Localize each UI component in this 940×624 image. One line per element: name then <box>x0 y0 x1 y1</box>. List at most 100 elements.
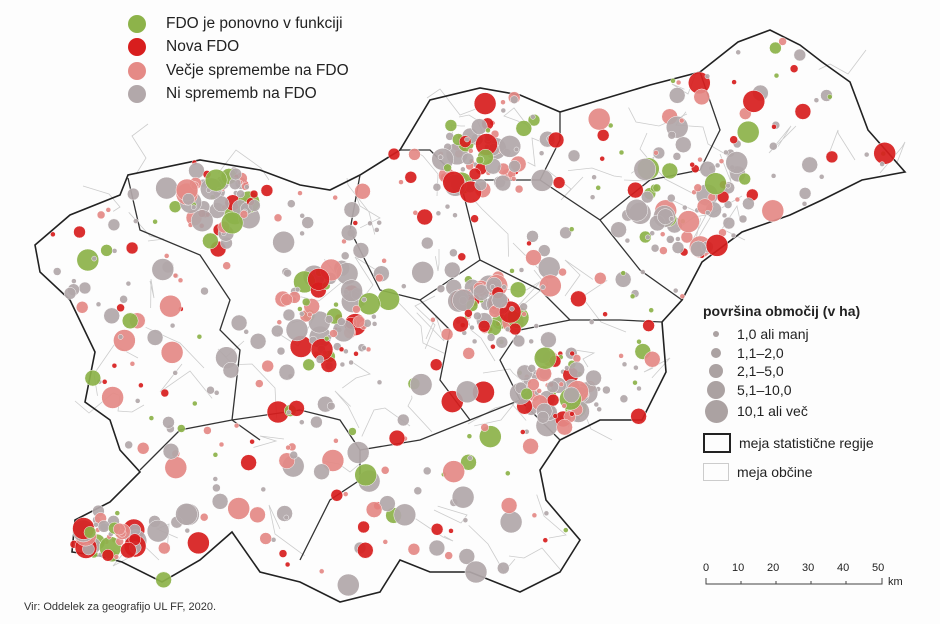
fdo-point-no-changes <box>190 209 214 232</box>
fdo-point-no-changes <box>675 236 681 242</box>
fdo-point-no-changes <box>376 219 382 226</box>
fdo-point-no-changes <box>563 386 580 404</box>
fdo-point-no-changes <box>801 156 818 174</box>
fdo-point-reactivated <box>736 120 760 144</box>
fdo-point-no-changes <box>299 419 305 425</box>
fdo-point-new <box>120 541 137 559</box>
fdo-point-no-changes <box>236 189 245 199</box>
fdo-point-new <box>569 350 575 357</box>
fdo-point-no-changes <box>452 289 475 312</box>
fdo-point-major-changes <box>342 491 349 497</box>
municipality-boundary <box>818 49 867 75</box>
fdo-point-new <box>307 268 330 291</box>
fdo-point-major-changes <box>101 386 124 409</box>
fdo-point-major-changes <box>697 156 703 163</box>
fdo-point-no-changes <box>464 136 470 143</box>
fdo-point-no-changes <box>285 318 309 342</box>
fdo-point-no-changes <box>769 141 778 151</box>
fdo-point-reactivated <box>466 433 473 439</box>
fdo-point-no-changes <box>813 97 820 103</box>
municipality-boundary <box>394 298 445 354</box>
fdo-point-reactivated <box>618 149 625 156</box>
fdo-point-new <box>452 315 469 333</box>
fdo-point-no-changes <box>260 486 267 493</box>
fdo-point-no-changes <box>668 216 675 222</box>
fdo-point-no-changes <box>449 248 458 258</box>
fdo-point-major-changes <box>679 293 686 300</box>
fdo-point-major-changes <box>129 361 136 367</box>
fdo-point-major-changes <box>407 543 421 556</box>
fdo-point-major-changes <box>510 176 517 182</box>
fdo-point-no-changes <box>714 162 721 169</box>
fdo-point-new <box>138 382 144 389</box>
fdo-point-new <box>50 231 56 238</box>
fdo-point-reactivated <box>443 163 452 173</box>
fdo-point-reactivated <box>155 571 172 589</box>
municipality-boundary <box>433 505 468 524</box>
fdo-point-no-changes <box>528 338 534 345</box>
fdo-point-new <box>490 343 496 350</box>
municipality-boundary <box>768 125 797 154</box>
municipality-boundary <box>581 280 627 333</box>
fdo-point-major-changes <box>333 438 339 444</box>
fdo-point-no-changes <box>568 361 585 379</box>
fdo-point-no-changes <box>469 324 475 331</box>
fdo-point-major-changes <box>693 88 710 106</box>
fdo-point-no-changes <box>287 199 296 208</box>
fdo-point-reactivated <box>192 400 198 407</box>
fdo-point-no-changes <box>188 162 205 179</box>
fdo-point-major-changes <box>500 497 518 514</box>
fdo-point-no-changes <box>461 152 475 166</box>
fdo-point-no-changes <box>471 338 478 345</box>
fdo-point-no-changes <box>337 317 346 326</box>
fdo-point-no-changes <box>276 346 286 356</box>
fdo-point-new <box>789 64 799 73</box>
fdo-point-major-changes <box>430 317 436 323</box>
fdo-point-no-changes <box>533 323 540 329</box>
fdo-point-no-changes <box>272 230 295 254</box>
fdo-point-major-changes <box>332 194 338 201</box>
municipality-boundary <box>536 494 567 539</box>
municipality-boundary <box>149 278 155 308</box>
fdo-point-no-changes <box>672 152 682 161</box>
fdo-point-no-changes <box>95 301 102 308</box>
fdo-point-no-changes <box>361 296 367 303</box>
fdo-point-no-changes <box>672 287 679 294</box>
fdo-point-reactivated <box>84 369 102 387</box>
fdo-point-no-changes <box>289 450 298 460</box>
fdo-point-no-changes <box>633 158 657 181</box>
fdo-point-major-changes <box>285 444 291 451</box>
fdo-point-no-changes <box>213 390 220 396</box>
fdo-point-major-changes <box>261 359 274 373</box>
fdo-point-no-changes <box>278 363 296 381</box>
fdo-point-no-changes <box>657 208 674 225</box>
fdo-point-no-changes <box>376 379 383 386</box>
fdo-point-major-changes <box>718 158 725 164</box>
fdo-point-reactivated <box>568 226 575 232</box>
fdo-point-major-changes <box>527 378 540 391</box>
fdo-point-no-changes <box>722 216 736 230</box>
fdo-point-no-changes <box>127 187 140 201</box>
municipality-boundary <box>416 312 445 342</box>
fdo-point-new <box>249 438 255 445</box>
fdo-point-major-changes <box>375 273 384 283</box>
fdo-point-major-changes <box>239 210 249 219</box>
fdo-point-reactivated <box>76 248 100 272</box>
fdo-point-new <box>729 135 738 144</box>
fdo-point-new <box>546 393 560 407</box>
fdo-point-no-changes <box>667 193 676 203</box>
fdo-point-no-changes <box>690 240 707 258</box>
fdo-point-no-changes <box>435 210 442 217</box>
fdo-point-no-changes <box>540 284 546 290</box>
fdo-point-no-changes <box>169 322 176 329</box>
fdo-point-reactivated <box>114 510 121 516</box>
fdo-point-major-changes <box>677 210 700 233</box>
fdo-point-reactivated <box>520 387 533 401</box>
fdo-point-no-changes <box>462 517 469 523</box>
fdo-point-major-changes <box>160 341 184 364</box>
fdo-point-no-changes <box>343 348 349 355</box>
fdo-point-no-changes <box>371 321 378 327</box>
fdo-point-no-changes <box>361 345 367 351</box>
fdo-point-major-changes <box>177 277 184 284</box>
fdo-point-reactivated <box>377 288 400 311</box>
